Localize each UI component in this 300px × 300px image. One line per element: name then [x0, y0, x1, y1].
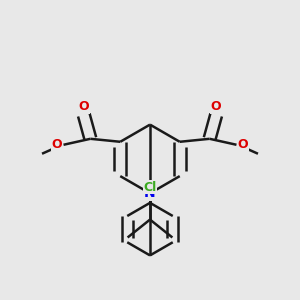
Text: Cl: Cl [143, 181, 157, 194]
Text: O: O [211, 100, 221, 113]
Text: O: O [79, 100, 89, 113]
Text: N: N [144, 186, 156, 200]
Text: O: O [52, 138, 62, 151]
Text: O: O [238, 138, 248, 151]
